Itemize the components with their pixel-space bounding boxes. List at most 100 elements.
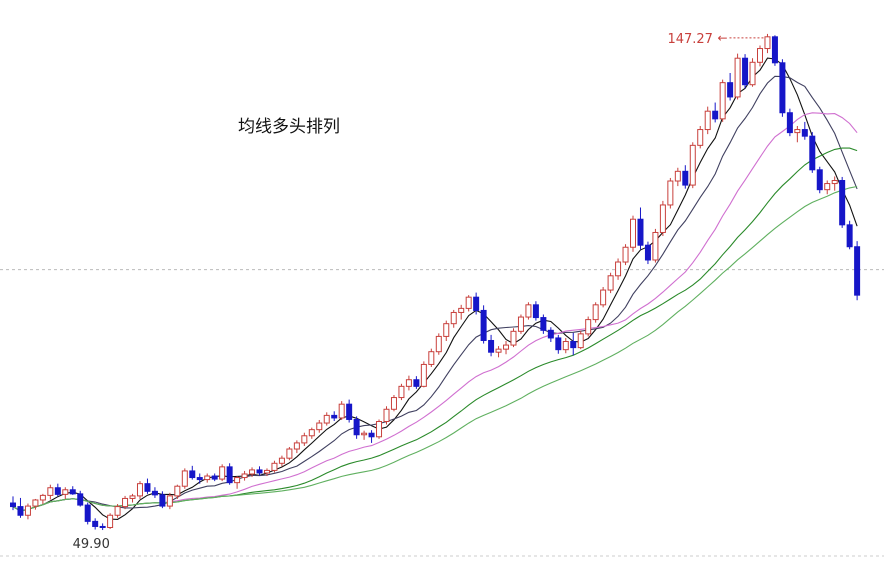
low-price-label: 49.90	[73, 537, 110, 552]
candle	[249, 467, 256, 478]
candle	[376, 419, 383, 439]
candle-body	[592, 304, 599, 321]
candle	[69, 486, 76, 495]
candle-body	[398, 385, 405, 399]
candle-body	[308, 429, 315, 437]
candle-body	[682, 170, 689, 186]
candle-body	[151, 490, 158, 496]
candle	[734, 53, 741, 100]
high-price-arrow-icon: ←	[717, 31, 727, 45]
candle-body	[674, 170, 681, 182]
candle-body	[630, 218, 637, 248]
candle-body	[77, 493, 84, 506]
candle	[532, 301, 539, 321]
candle	[517, 314, 524, 334]
candle	[211, 473, 218, 482]
candle-body	[637, 218, 644, 246]
candle-body	[24, 505, 31, 516]
candle	[503, 341, 510, 355]
candle	[600, 286, 607, 308]
candle	[577, 330, 584, 350]
candle	[129, 493, 136, 503]
annotations: 均线多头排列 147.27 ← 49.90	[73, 31, 766, 552]
candle	[144, 478, 151, 494]
candle	[450, 309, 457, 328]
candle	[637, 207, 644, 250]
candle-body	[368, 432, 375, 438]
candle-body	[749, 61, 756, 86]
candle	[413, 376, 420, 389]
candle	[338, 401, 345, 420]
candle	[786, 108, 793, 137]
candle	[136, 481, 143, 499]
candle	[749, 58, 756, 87]
candle-body	[241, 473, 248, 479]
candle	[674, 167, 681, 187]
candle-body	[659, 204, 666, 233]
candle-body	[450, 311, 457, 325]
candle-body	[801, 129, 808, 137]
candle-body	[570, 341, 577, 349]
candle-body	[54, 487, 61, 495]
candle-body	[779, 62, 786, 114]
candle	[839, 176, 846, 228]
candle-body	[361, 432, 368, 436]
candle	[54, 483, 61, 497]
candle	[114, 504, 121, 518]
candle	[622, 244, 629, 266]
candle-body	[129, 495, 136, 499]
candle	[764, 33, 771, 54]
candle-body	[226, 466, 233, 484]
candle	[525, 302, 532, 320]
candle	[570, 332, 577, 356]
candle	[196, 473, 203, 484]
candle	[226, 463, 233, 485]
candle-body	[69, 489, 76, 495]
high-price-label: 147.27	[667, 32, 713, 47]
candle	[547, 327, 554, 343]
candle	[510, 328, 517, 348]
candle	[398, 383, 405, 401]
candle	[204, 473, 211, 483]
candle-body	[704, 110, 711, 131]
candle	[77, 490, 84, 507]
candle	[831, 176, 838, 191]
candle	[488, 334, 495, 357]
candle	[278, 455, 285, 467]
moving-average-ma_lightgreen	[12, 185, 858, 512]
candle-body	[166, 495, 173, 507]
candle	[555, 334, 562, 354]
candle-body	[204, 475, 211, 481]
candle-body	[622, 246, 629, 263]
candle-body	[532, 304, 539, 319]
candle	[84, 502, 91, 525]
candle-body	[234, 477, 241, 484]
candle	[615, 258, 622, 280]
candle-body	[331, 414, 338, 419]
candle-body	[271, 462, 278, 471]
candle-body	[577, 333, 584, 349]
candle	[630, 215, 637, 252]
candle	[256, 466, 263, 476]
candle-body	[144, 483, 151, 492]
candle	[263, 468, 270, 477]
candle-body	[114, 506, 121, 516]
candle	[174, 484, 181, 499]
moving-average-ma_pink	[12, 112, 858, 512]
candle-body	[10, 502, 16, 508]
candle-body	[420, 363, 427, 387]
candle	[122, 495, 129, 510]
candle-body	[734, 57, 741, 98]
candle-body	[17, 506, 24, 516]
candle	[801, 121, 808, 140]
candle	[562, 337, 569, 354]
candle	[704, 106, 711, 135]
candle	[361, 430, 368, 440]
candle	[353, 416, 360, 439]
candle	[428, 348, 435, 367]
candle	[99, 523, 106, 531]
candle	[368, 430, 375, 443]
candle	[585, 316, 592, 337]
candle-body	[547, 329, 554, 339]
